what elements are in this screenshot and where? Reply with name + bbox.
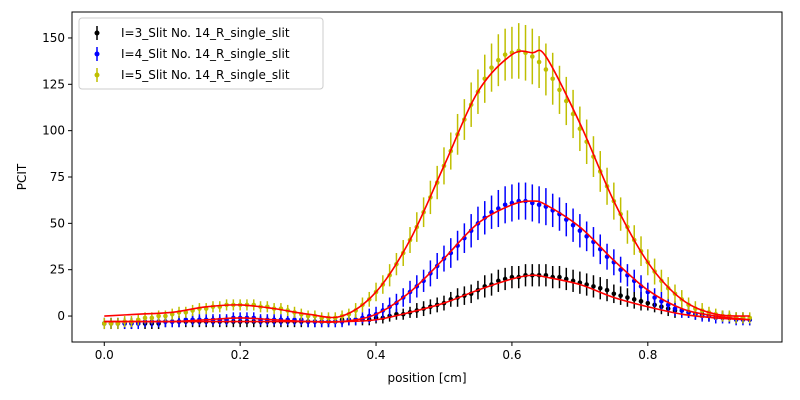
plot-data-layer <box>101 23 753 330</box>
y-tick-label: 75 <box>50 170 65 184</box>
data-point <box>502 202 508 208</box>
data-point <box>638 298 644 304</box>
axes-layer: 0.0 0.2 0.4 0.6 0.8 0 25 50 75 100 125 150 <box>42 31 657 362</box>
data-point <box>631 297 637 302</box>
x-tick-label: 0.2 <box>231 348 250 362</box>
data-point <box>645 300 651 306</box>
fit-curve-3 <box>104 49 750 319</box>
data-point <box>557 87 562 93</box>
data-point <box>149 315 155 321</box>
data-point <box>625 295 630 300</box>
data-point <box>543 67 549 72</box>
x-tick-label: 0.6 <box>502 348 521 362</box>
data-point <box>502 52 508 57</box>
data-point <box>591 284 596 289</box>
data-point <box>597 285 603 291</box>
data-point <box>550 76 555 82</box>
data-point <box>604 287 610 293</box>
data-point <box>557 274 562 280</box>
series-2 <box>101 182 753 330</box>
data-point <box>536 59 542 65</box>
legend-label: I=5_Slit No. 14_R_single_slit <box>121 68 290 82</box>
data-point <box>163 313 168 319</box>
y-tick-label: 50 <box>50 216 65 230</box>
data-point <box>496 57 501 63</box>
legend-marker <box>94 30 100 36</box>
data-point <box>142 315 148 321</box>
data-point <box>672 306 678 311</box>
fit-curve-1 <box>104 274 750 323</box>
data-point <box>611 291 617 297</box>
data-point <box>536 202 542 208</box>
data-point <box>563 98 569 104</box>
data-point <box>570 222 576 228</box>
y-tick-label: 125 <box>42 77 65 91</box>
x-tick-label: 0.0 <box>95 348 114 362</box>
data-point <box>530 54 535 59</box>
x-tick-label: 0.4 <box>366 348 385 362</box>
y-tick-label: 150 <box>42 31 65 45</box>
data-point <box>618 293 623 298</box>
legend-label: I=4_Slit No. 14_R_single_slit <box>121 47 290 61</box>
y-tick-label: 25 <box>50 263 65 277</box>
y-axis-label: PCIT <box>15 163 29 190</box>
data-point <box>156 313 161 319</box>
legend: I=3_Slit No. 14_R_single_slit I=4_Slit No… <box>78 17 324 90</box>
fit-curve-2 <box>104 200 750 324</box>
data-point <box>577 126 583 132</box>
legend-box <box>78 17 324 90</box>
x-tick-label: 0.8 <box>638 348 657 362</box>
x-axis-label: position [cm] <box>388 371 467 385</box>
legend-marker <box>94 51 100 57</box>
data-point <box>577 228 583 234</box>
data-point <box>489 65 494 70</box>
y-tick-label: 100 <box>42 124 65 138</box>
legend-label: I=3_Slit No. 14_R_single_slit <box>121 26 290 40</box>
y-tick-label: 0 <box>57 309 65 323</box>
legend-marker <box>94 72 100 78</box>
